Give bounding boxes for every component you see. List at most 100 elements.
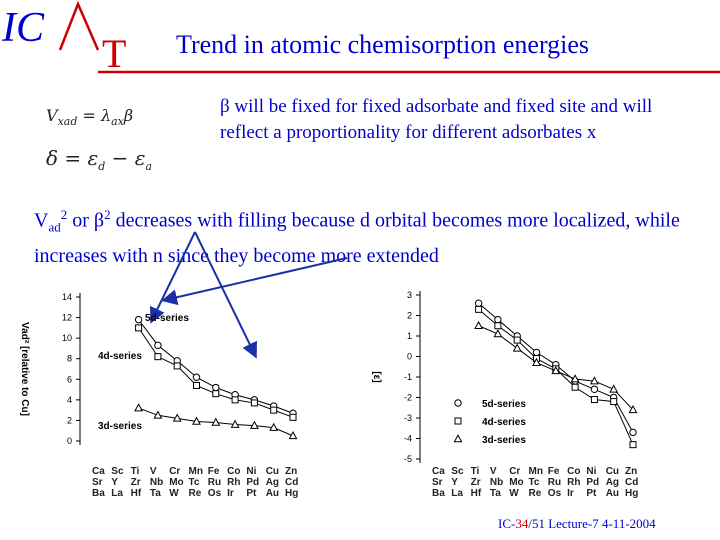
y-tick-label: 2: [407, 311, 412, 321]
x-tick-label: Cu: [265, 466, 280, 477]
x-tick-label: Ba: [432, 488, 445, 499]
x-tick-label: Ag: [265, 477, 280, 488]
logo-t: T: [102, 31, 127, 76]
x-tick-label: Y: [111, 477, 118, 488]
x-tick-label: Fe: [207, 466, 220, 477]
slide-title: Trend in atomic chemisorption energies: [176, 30, 590, 59]
data-point-3d-series: [192, 416, 201, 425]
data-point-4d-series: [231, 396, 239, 404]
x-tick-label: Cr: [169, 466, 181, 477]
legend-marker-5d-series: [454, 399, 462, 407]
vad-or: or: [67, 209, 94, 232]
footer: IC-34/51 Lecture-7 4-11-2004: [498, 516, 656, 532]
data-point-3d-series: [628, 404, 638, 414]
y-tick-label: 2: [67, 415, 72, 425]
x-tick-label: Nb: [149, 477, 164, 488]
x-tick-label: Ca: [432, 466, 445, 477]
x-tick-label: Sr: [92, 477, 103, 488]
x-tick-label: Pd: [246, 477, 260, 488]
x-tick-label: Zn: [625, 466, 638, 477]
y-tick-label: 14: [62, 292, 72, 302]
x-tick-label: Ti: [130, 466, 140, 477]
y-tick-label: 4: [67, 395, 72, 405]
vad-v: V: [34, 209, 49, 232]
data-point-3d-series: [230, 419, 240, 428]
x-tick-label: Pt: [246, 488, 257, 499]
logo-peak-line: [58, 0, 100, 51]
beta-note: β will be fixed for fixed adsorbate and …: [220, 94, 700, 146]
chart-epsilon-d: 3 2 1 0 -1 -2 -3 -4 -5 [ε] 5d-series 4d-series 3d-se…: [371, 290, 638, 464]
beta-note-text: will be fixed for fixed adsorbate and fi…: [220, 96, 653, 143]
chart-vad2-xlabels: Ca Sc Ti V Cr Mn Fe Co Ni Cu Zn Sr Y Zr Nb Mo Tc Ru Rh Pd Ag…: [0, 466, 320, 506]
series-label-5d-series: 5d-series: [145, 313, 189, 324]
y-tick-label: 8: [67, 354, 72, 364]
y-tick-label: -2: [404, 393, 412, 403]
x-tick-label: Pt: [586, 488, 597, 499]
x-tick-label: V: [149, 466, 157, 477]
x-tick-label: V: [489, 466, 497, 477]
data-point-5d-series: [154, 341, 162, 350]
y-tick-label: -3: [404, 413, 412, 423]
x-tick-label: Mo: [509, 477, 524, 488]
data-point-4d-series: [193, 381, 200, 389]
y-tick-label: -1: [404, 372, 412, 382]
series-label-4d-series: 4d-series: [98, 351, 142, 362]
chart-epsilon-d-xlabels: Ca Sc Ti V Cr Mn Fe Co Ni Cu Zn Sr Y Zr Nb Mo Tc Ru Rh Pd Ag…: [360, 466, 700, 506]
x-tick-label: Mn: [188, 466, 203, 477]
data-point-4d-series: [629, 441, 637, 449]
data-point-4d-series: [590, 396, 598, 404]
x-tick-label: Co: [567, 466, 581, 477]
x-tick-label: W: [509, 488, 519, 499]
x-tick-label: Hg: [625, 488, 639, 499]
x-tick-label: Ba: [92, 488, 105, 499]
data-point-4d-series: [270, 406, 278, 414]
data-point-4d-series: [135, 324, 143, 332]
data-point-3d-series: [269, 422, 279, 431]
data-point-3d-series: [551, 366, 561, 375]
data-point-3d-series: [512, 343, 522, 352]
x-tick-label: Ru: [547, 477, 562, 488]
x-tick-label: Sr: [432, 477, 443, 488]
series-label-5d-series: 5d-series: [482, 399, 526, 410]
x-tick-label: Rh: [567, 477, 581, 488]
x-tick-label: Sc: [451, 466, 464, 477]
vad-note: Vad2 or β2 decreases with filling becaus…: [34, 201, 714, 270]
x-tick-label: Au: [265, 488, 280, 499]
data-point-4d-series: [173, 362, 181, 370]
x-tick-label: Os: [207, 488, 222, 499]
x-tick-label: La: [111, 488, 123, 499]
x-tick-label: Ca: [92, 466, 105, 477]
x-tick-label: Mo: [169, 477, 184, 488]
data-point-3d-series: [134, 403, 144, 412]
x-tick-label: Ru: [207, 477, 222, 488]
data-point-4d-series: [494, 322, 502, 330]
x-tick-label: Y: [451, 477, 458, 488]
x-tick-label: Ta: [149, 488, 161, 499]
x-tick-label: Ta: [489, 488, 501, 499]
x-tick-label: Tc: [188, 477, 200, 488]
header-decoration: [58, 0, 720, 74]
y-tick-label: 12: [62, 313, 72, 323]
y-tick-label: 10: [62, 333, 72, 343]
data-point-3d-series: [493, 329, 503, 338]
data-point-3d-series: [589, 376, 599, 385]
x-tick-label: Ir: [567, 488, 574, 499]
series-line-5d-series: [138, 319, 294, 414]
beta-symbol: β: [220, 96, 230, 117]
data-point-5d-series: [212, 383, 220, 392]
vad-beta-sup: 2: [104, 207, 111, 222]
data-point-5d-series: [494, 315, 502, 324]
data-point-3d-series: [532, 357, 541, 366]
x-tick-label: Os: [547, 488, 562, 499]
data-point-3d-series: [153, 410, 163, 419]
data-point-4d-series: [513, 336, 521, 344]
y-tick-label: 1: [407, 331, 412, 341]
formula-coupling: Vxad = λaxβ: [46, 106, 134, 129]
x-tick-label: Au: [605, 488, 620, 499]
x-tick-label: Re: [528, 488, 542, 499]
footer-rest: /51 Lecture-7 4-11-2004: [528, 516, 656, 531]
data-point-3d-series: [570, 374, 580, 383]
series-label-4d-series: 4d-series: [482, 417, 526, 428]
x-tick-label: Ti: [470, 466, 480, 477]
data-point-4d-series: [289, 413, 297, 421]
